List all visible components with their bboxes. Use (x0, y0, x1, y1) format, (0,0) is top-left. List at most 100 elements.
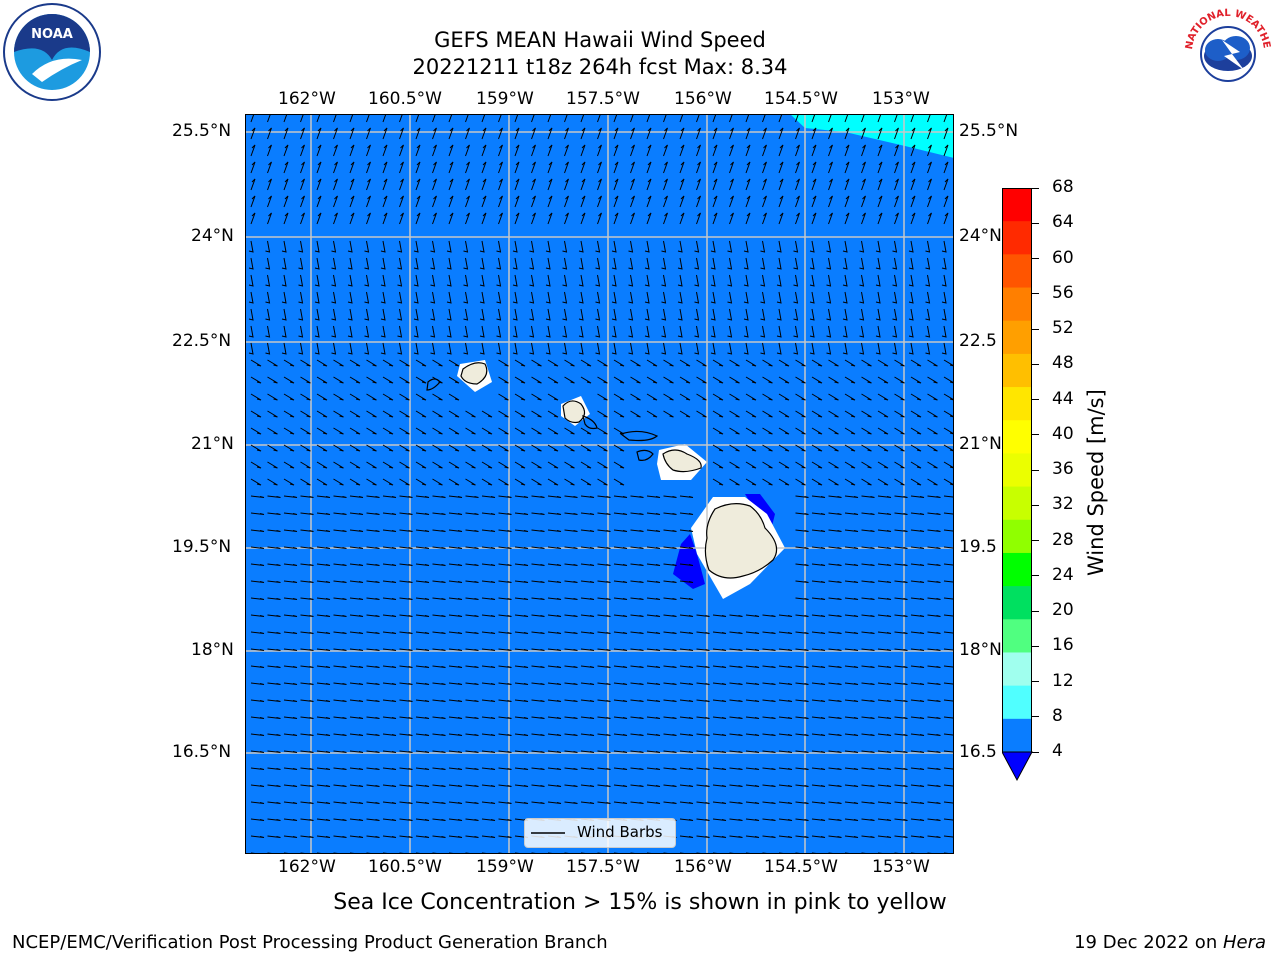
wind-barb (531, 376, 542, 384)
nws-logo: NATIONAL WEATHER SERVICE (1178, 0, 1272, 96)
wind-barb (564, 716, 578, 719)
wind-barb (679, 818, 694, 821)
wind-barb (663, 767, 677, 770)
wind-barb (910, 195, 916, 208)
wind-barb (844, 359, 856, 367)
wind-barb (446, 342, 452, 355)
wind-barb (399, 580, 413, 583)
wind-barb (349, 359, 361, 367)
wind-barb (710, 308, 716, 321)
wind-barb (481, 161, 487, 174)
wind-barb (448, 546, 463, 549)
wind-barb (281, 325, 287, 338)
wind-barb (778, 114, 783, 123)
wind-barb (564, 682, 578, 685)
wind-barb (943, 767, 954, 770)
wind-barb (679, 195, 685, 208)
wind-barb (415, 716, 430, 719)
wind-barb (512, 291, 518, 304)
wind-barb (448, 512, 463, 515)
wind-barb (250, 546, 265, 549)
wind-barb (465, 478, 476, 486)
wind-barb (861, 478, 872, 486)
wind-barb (531, 359, 542, 367)
wind-barb (366, 835, 380, 838)
wind-barb (875, 274, 881, 287)
wind-barb (432, 195, 437, 208)
wind-barb (712, 818, 727, 821)
wind-barb (743, 342, 749, 355)
wind-barb (613, 597, 628, 600)
wind-barb (496, 274, 502, 287)
wind-barb (778, 699, 793, 702)
wind-barb (382, 212, 388, 225)
wind-barb (875, 325, 881, 338)
wind-barb (415, 359, 427, 367)
wind-barb (861, 529, 875, 532)
wind-barb (300, 682, 314, 685)
wind-barb (465, 127, 470, 140)
wind-barb (250, 114, 255, 123)
wind-barb (250, 478, 262, 486)
wind-barb (316, 784, 331, 787)
wind-barb (283, 512, 298, 515)
wind-barb (762, 716, 776, 719)
wind-barb (580, 614, 595, 617)
wind-barb (415, 161, 421, 174)
wind-barb (877, 212, 883, 225)
footer-branch: NCEP/EMC/Verification Post Processing Pr… (12, 932, 608, 953)
wind-barb (580, 648, 595, 651)
wind-barb (498, 212, 503, 225)
wind-barb (580, 767, 595, 770)
wind-barb (877, 461, 889, 469)
wind-barb (465, 835, 479, 838)
wind-barb (696, 682, 710, 685)
wind-barb (630, 563, 644, 566)
wind-barb (729, 178, 734, 191)
wind-barb (910, 818, 925, 821)
wind-barb (250, 512, 265, 515)
wind-barb (432, 580, 446, 583)
wind-barb (331, 274, 337, 287)
wind-barb (267, 195, 272, 208)
colorbar-segment (1002, 552, 1032, 587)
wind-barb (531, 410, 542, 418)
wind-barb (446, 257, 452, 270)
wind-barb (316, 665, 331, 668)
wind-barb (479, 308, 485, 321)
colorbar-tick (1032, 363, 1039, 365)
wind-barb (349, 750, 364, 753)
wind-barb (481, 699, 496, 702)
wind-barb (578, 291, 584, 304)
wind-barb (861, 444, 872, 452)
wind-barb (415, 127, 421, 140)
wind-barb (842, 291, 848, 304)
wind-barb (712, 212, 718, 225)
wind-barb (943, 648, 954, 651)
wind-barb (743, 308, 749, 321)
wind-barb (545, 257, 551, 270)
wind-barb (496, 257, 502, 270)
wind-barb (795, 376, 806, 384)
wind-barb (597, 393, 608, 401)
wind-barb (316, 682, 331, 685)
colorbar-tick (1032, 681, 1039, 682)
wind-barb (432, 682, 446, 685)
wind-barb (745, 144, 751, 157)
wind-barb (844, 195, 850, 208)
lon-label-top: 153°W (872, 89, 930, 109)
wind-barb (826, 342, 832, 355)
wind-barb (826, 325, 832, 338)
wind-barb (646, 784, 661, 787)
wind-barb (498, 750, 512, 753)
wind-barb (894, 212, 899, 225)
wind-barb (415, 376, 427, 384)
wind-barb (712, 444, 724, 452)
wind-barb (250, 784, 265, 787)
wind-barb (300, 767, 314, 770)
wind-barb (267, 478, 278, 486)
wind-barb (267, 427, 278, 435)
wind-barb (943, 716, 954, 719)
wind-barb (597, 682, 611, 685)
wind-barb (349, 393, 361, 401)
